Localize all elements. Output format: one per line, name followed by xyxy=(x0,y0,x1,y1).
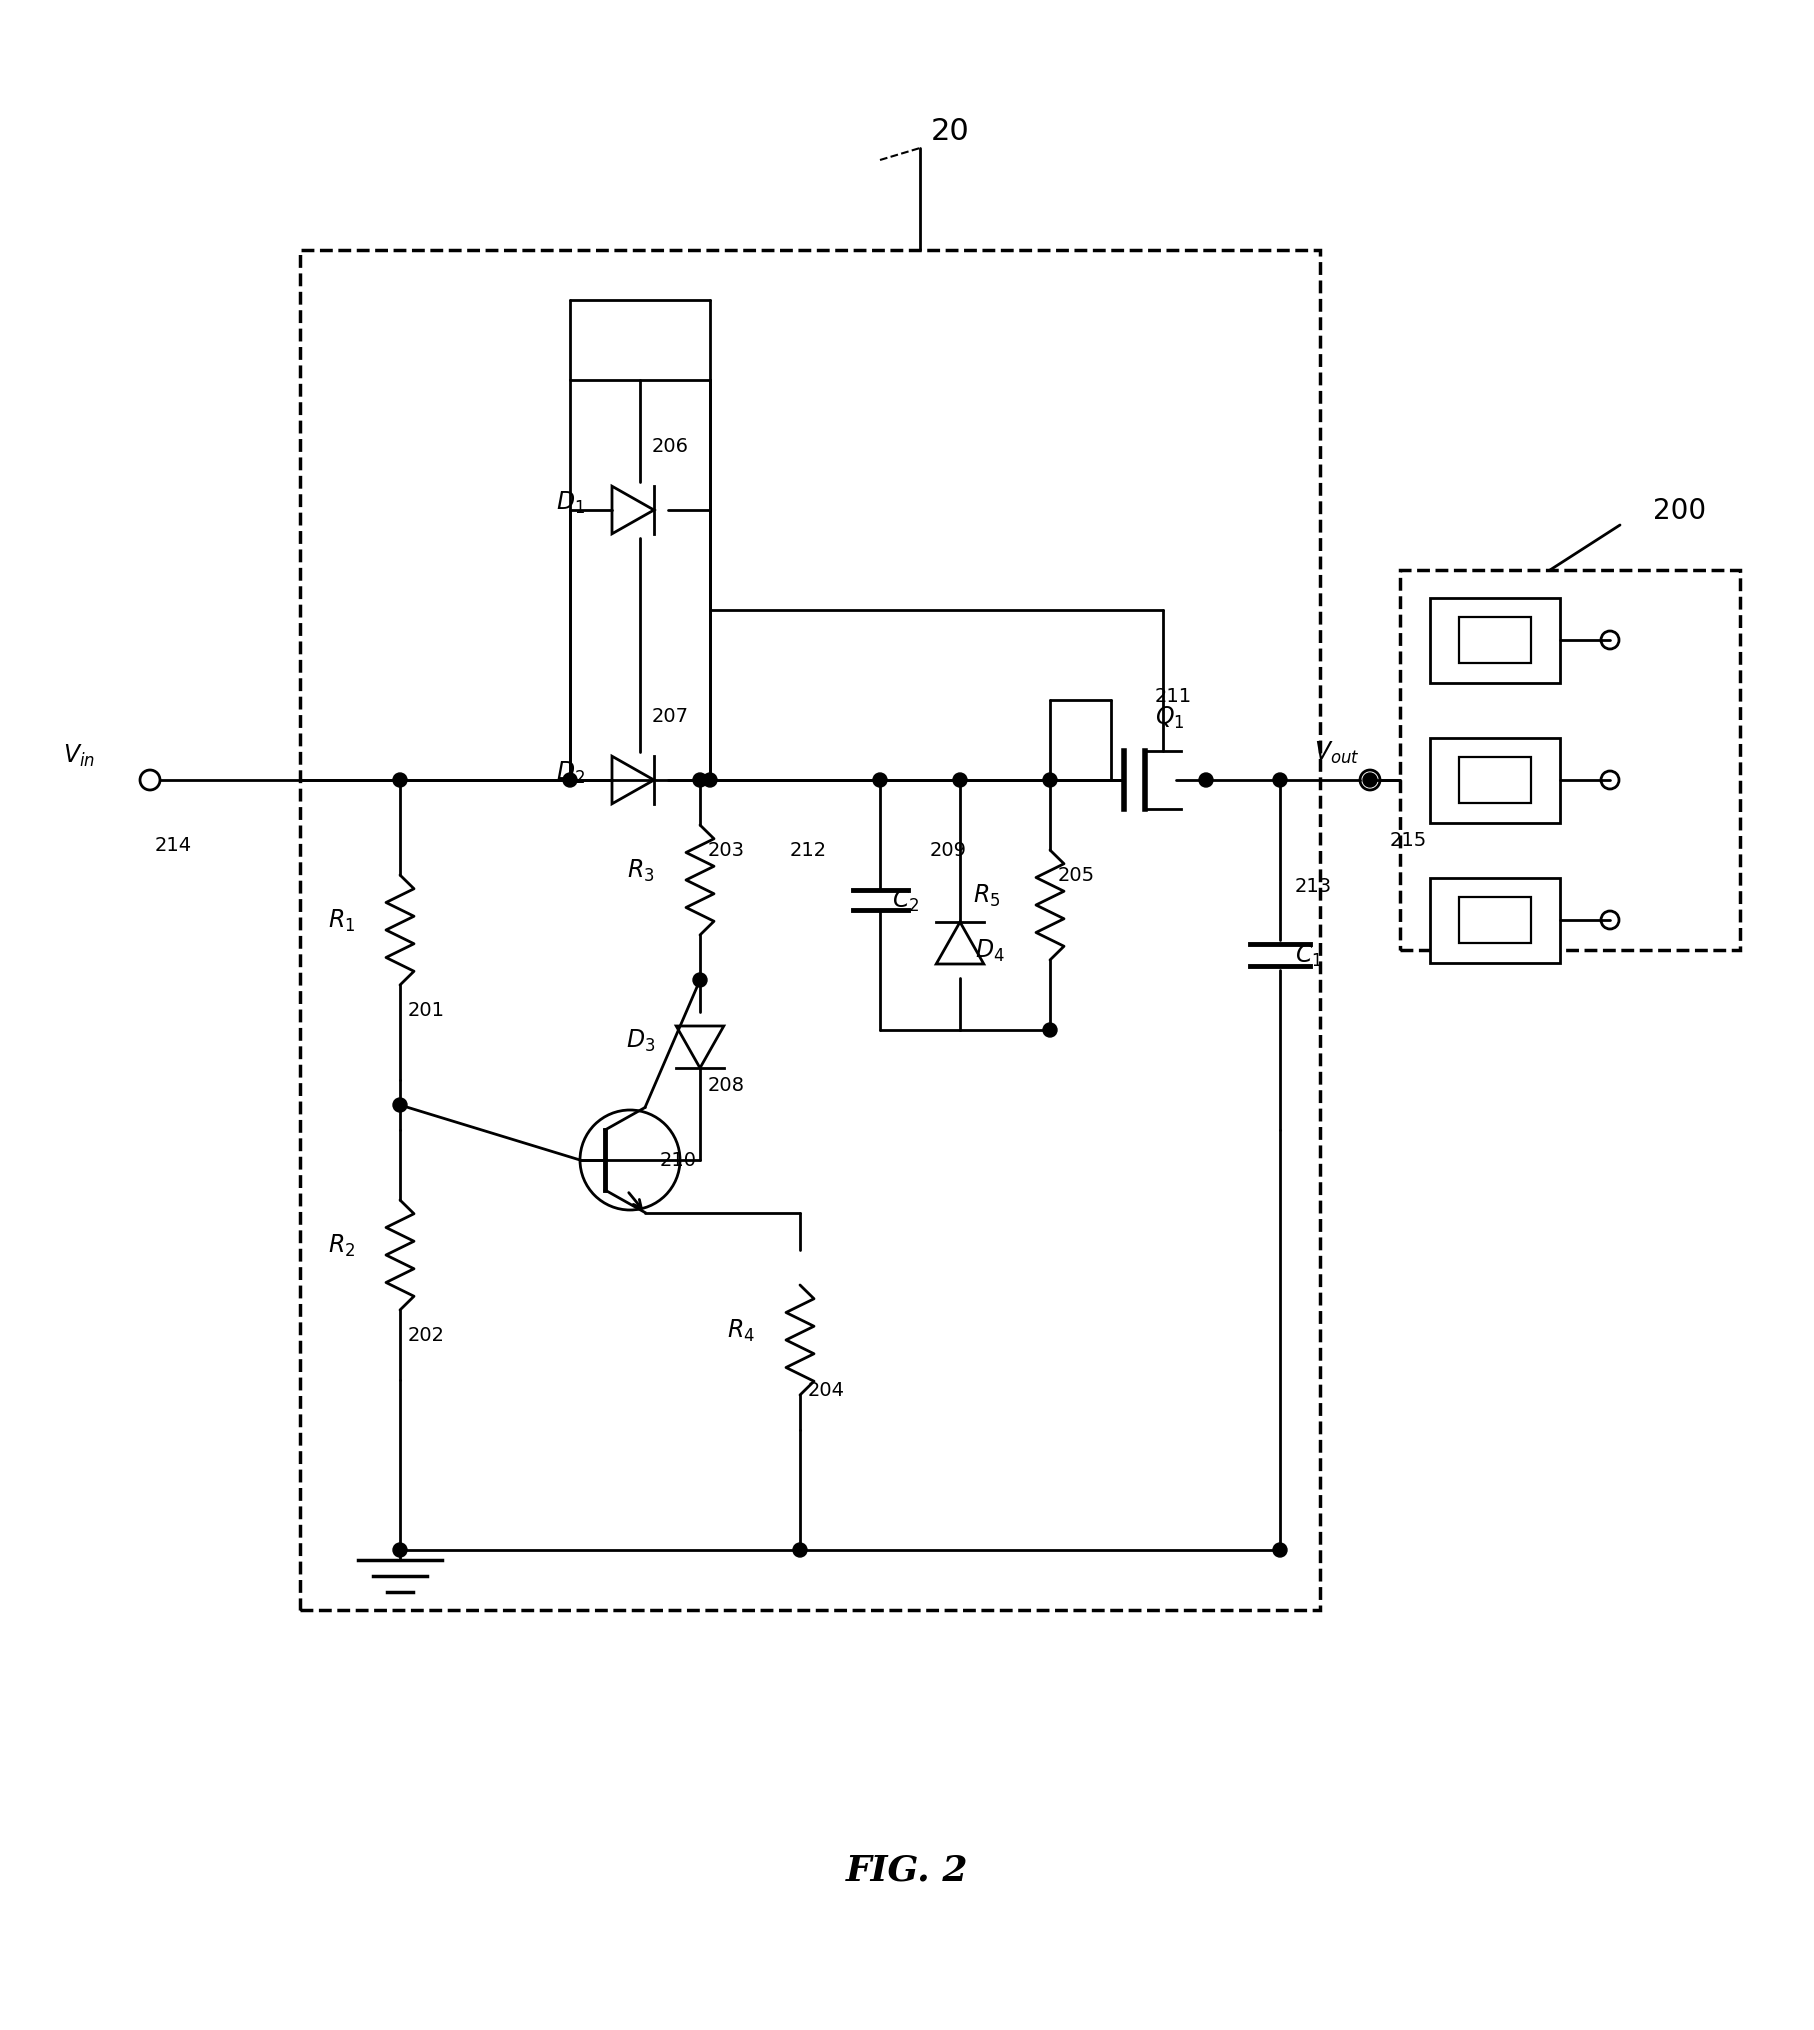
Circle shape xyxy=(1362,773,1377,788)
Text: 213: 213 xyxy=(1295,877,1331,895)
Text: 203: 203 xyxy=(707,840,746,859)
Bar xyxy=(1429,739,1560,822)
Circle shape xyxy=(873,773,887,788)
Text: $V_{out}$: $V_{out}$ xyxy=(1315,739,1360,765)
Text: $V_{in}$: $V_{in}$ xyxy=(63,743,94,769)
Text: 209: 209 xyxy=(931,840,967,861)
Text: 207: 207 xyxy=(651,706,689,725)
Circle shape xyxy=(952,773,967,788)
Text: $C_1$: $C_1$ xyxy=(1295,942,1322,968)
Bar xyxy=(1458,897,1531,944)
Circle shape xyxy=(394,773,406,788)
Text: 214: 214 xyxy=(154,836,192,855)
Text: 20: 20 xyxy=(931,116,969,146)
Circle shape xyxy=(1043,1023,1058,1037)
Circle shape xyxy=(704,773,717,788)
Bar xyxy=(1429,879,1560,962)
Circle shape xyxy=(394,1543,406,1557)
Circle shape xyxy=(1043,773,1058,788)
Circle shape xyxy=(793,1543,807,1557)
Text: 201: 201 xyxy=(408,1001,444,1019)
Circle shape xyxy=(562,773,577,788)
Circle shape xyxy=(693,773,707,788)
Text: 208: 208 xyxy=(707,1076,746,1094)
Text: $D_4$: $D_4$ xyxy=(974,938,1005,964)
Circle shape xyxy=(1273,773,1286,788)
Text: 206: 206 xyxy=(651,436,689,457)
Circle shape xyxy=(394,1098,406,1112)
FancyBboxPatch shape xyxy=(1400,570,1740,950)
Circle shape xyxy=(1199,773,1214,788)
Text: 210: 210 xyxy=(660,1151,697,1169)
Circle shape xyxy=(1273,1543,1286,1557)
Text: 202: 202 xyxy=(408,1326,444,1344)
Bar xyxy=(1458,617,1531,664)
Text: $R_3$: $R_3$ xyxy=(628,857,655,883)
Text: $C_2$: $C_2$ xyxy=(892,887,920,914)
Text: $Q_1$: $Q_1$ xyxy=(1156,704,1185,731)
Text: FIG. 2: FIG. 2 xyxy=(845,1853,969,1888)
Text: 212: 212 xyxy=(791,840,827,861)
Text: 204: 204 xyxy=(807,1380,845,1399)
Circle shape xyxy=(693,974,707,987)
Bar xyxy=(1458,757,1531,804)
Text: $D_2$: $D_2$ xyxy=(555,759,584,786)
Text: $R_2$: $R_2$ xyxy=(328,1232,356,1259)
Text: $D_3$: $D_3$ xyxy=(626,1027,655,1054)
Bar xyxy=(1429,599,1560,684)
Text: 200: 200 xyxy=(1653,497,1707,524)
Text: $D_1$: $D_1$ xyxy=(555,489,584,516)
Text: $R_4$: $R_4$ xyxy=(727,1317,755,1344)
Text: 211: 211 xyxy=(1156,686,1192,706)
Text: $R_1$: $R_1$ xyxy=(328,907,356,934)
Text: $R_5$: $R_5$ xyxy=(972,883,1000,909)
Bar xyxy=(570,382,709,782)
FancyBboxPatch shape xyxy=(299,252,1321,1610)
Text: 205: 205 xyxy=(1058,865,1096,885)
Text: 215: 215 xyxy=(1390,830,1428,851)
